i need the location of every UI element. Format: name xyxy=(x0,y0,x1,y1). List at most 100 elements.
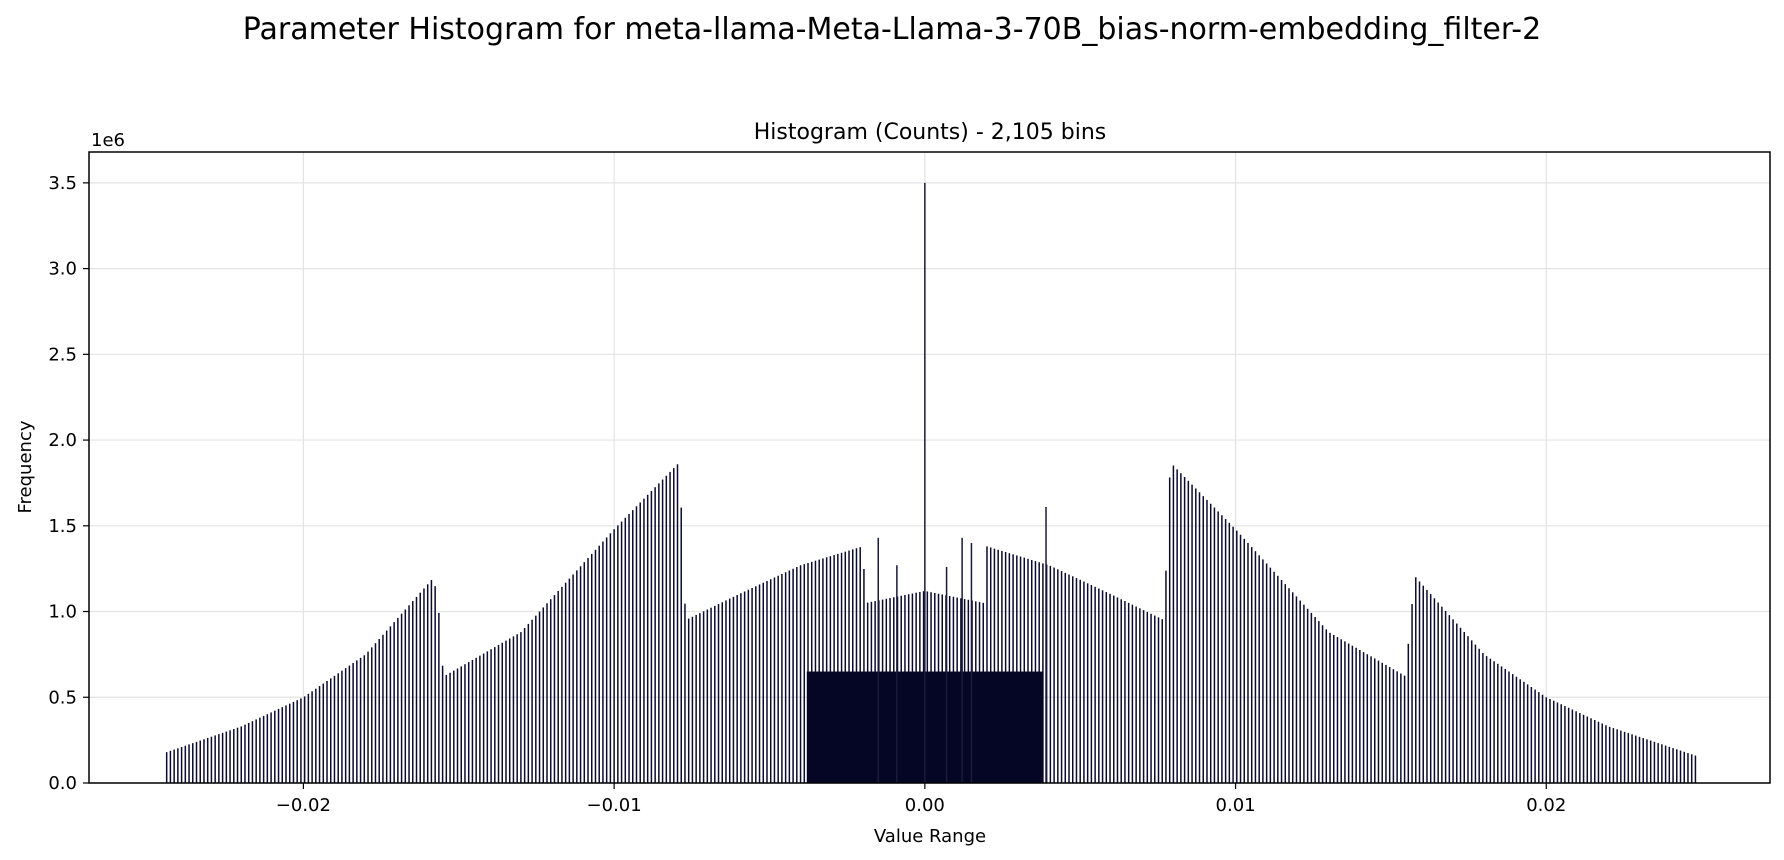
histogram-bar xyxy=(333,675,336,783)
histogram-bar xyxy=(1605,725,1607,783)
histogram-bar xyxy=(303,696,306,783)
histogram-bar xyxy=(546,603,548,783)
histogram-bar xyxy=(1221,515,1223,783)
x-tick-label: 0.01 xyxy=(1216,795,1256,816)
histogram-bar xyxy=(296,700,298,783)
histogram-bar xyxy=(404,609,407,783)
histogram-bar xyxy=(475,657,477,783)
histogram-bar xyxy=(1541,694,1544,783)
histogram-bar xyxy=(1213,507,1216,783)
histogram-bar xyxy=(1646,739,1648,783)
histogram-bar xyxy=(505,640,507,783)
x-tick-label: −0.02 xyxy=(276,795,331,816)
histogram-bar xyxy=(829,556,832,783)
histogram-bar xyxy=(1228,522,1231,783)
histogram-bar xyxy=(639,502,641,783)
histogram-bar xyxy=(206,737,209,783)
histogram-bar xyxy=(1217,511,1219,783)
histogram-bar xyxy=(382,634,384,783)
histogram-bar xyxy=(523,627,526,783)
histogram-bar xyxy=(1511,674,1514,783)
histogram-bar xyxy=(1079,579,1081,783)
histogram-bar xyxy=(747,589,750,783)
y-tick-label: 0.5 xyxy=(48,687,77,708)
histogram-bar xyxy=(1030,559,1033,783)
histogram-bar xyxy=(352,662,354,783)
histogram-bar xyxy=(1523,681,1525,783)
histogram-bar xyxy=(1269,567,1272,783)
histogram-bar xyxy=(717,604,720,783)
histogram-bar xyxy=(646,494,649,783)
histogram-bar xyxy=(501,642,504,783)
histogram-bar xyxy=(762,582,765,783)
histogram-bar xyxy=(1347,643,1350,783)
histogram-bar xyxy=(1538,692,1540,783)
histogram-bar xyxy=(1661,744,1663,783)
histogram-bar xyxy=(1262,559,1264,783)
histogram-bar xyxy=(714,605,716,783)
histogram-bar xyxy=(1329,632,1331,783)
histogram-bar xyxy=(173,749,175,783)
histogram-bar xyxy=(654,487,656,783)
histogram-bar xyxy=(471,659,474,783)
histogram-bar xyxy=(371,647,373,783)
histogram-bar xyxy=(1489,658,1492,783)
histogram-bar xyxy=(1206,499,1208,783)
histogram-bar xyxy=(1090,585,1093,783)
histogram-bar xyxy=(594,549,597,783)
y-axis-ticks: 0.0 0.5 1.0 1.5 2.0 2.5 3.0 3.5 xyxy=(48,173,89,794)
histogram-bar xyxy=(1321,625,1324,783)
histogram-bar xyxy=(859,547,861,783)
histogram-bar xyxy=(751,587,753,783)
histogram-bar xyxy=(1579,713,1581,783)
histogram-bar xyxy=(855,548,858,783)
histogram-bar xyxy=(1467,636,1469,783)
histogram-spike xyxy=(924,182,926,783)
histogram-bar xyxy=(1224,519,1227,783)
histogram-bar xyxy=(1012,554,1014,783)
figure-suptitle: Parameter Histogram for meta-llama-Meta-… xyxy=(242,12,1542,47)
histogram-bar xyxy=(553,595,556,783)
histogram-bar xyxy=(1303,604,1305,783)
histogram-bar xyxy=(1154,615,1156,783)
histogram-bar xyxy=(225,731,228,783)
histogram-bar xyxy=(1239,534,1242,783)
histogram-bar xyxy=(1620,730,1622,783)
histogram-bar xyxy=(1612,728,1615,783)
x-axis-label: Value Range xyxy=(874,826,986,847)
histogram-bar xyxy=(1590,718,1592,783)
histogram-bar xyxy=(341,670,343,783)
histogram-bar xyxy=(1683,751,1685,783)
histogram-bar xyxy=(1567,707,1570,783)
histogram-bar xyxy=(1083,581,1085,783)
histogram-bar xyxy=(818,559,820,783)
histogram-bar xyxy=(315,688,317,783)
histogram-bar xyxy=(1500,666,1503,783)
histogram-bar xyxy=(1168,477,1171,783)
histogram-bar xyxy=(236,727,239,783)
histogram-bar xyxy=(1478,648,1480,783)
histogram-bar xyxy=(1064,572,1067,783)
histogram-bar xyxy=(1392,669,1395,783)
histogram-bar xyxy=(240,726,243,783)
histogram-bar xyxy=(262,715,265,783)
histogram-bar xyxy=(997,549,999,783)
y-tick-label: 3.0 xyxy=(48,259,77,280)
histogram-bar xyxy=(531,619,533,783)
histogram-bar xyxy=(1280,579,1283,783)
histogram-bar xyxy=(423,588,425,783)
histogram-bar xyxy=(1004,552,1007,783)
histogram-bar xyxy=(635,506,638,783)
histogram-bar xyxy=(1113,595,1115,783)
histogram-bar xyxy=(494,647,496,783)
histogram-bar xyxy=(464,664,466,783)
histogram-bar xyxy=(233,728,235,783)
histogram-bar xyxy=(277,708,280,783)
histogram-bar xyxy=(412,601,414,783)
histogram-bar xyxy=(1429,594,1432,783)
histogram-bar xyxy=(1452,619,1454,783)
histogram-bar xyxy=(710,607,712,783)
histogram-bar xyxy=(1359,649,1361,783)
histogram-spike xyxy=(961,537,963,783)
